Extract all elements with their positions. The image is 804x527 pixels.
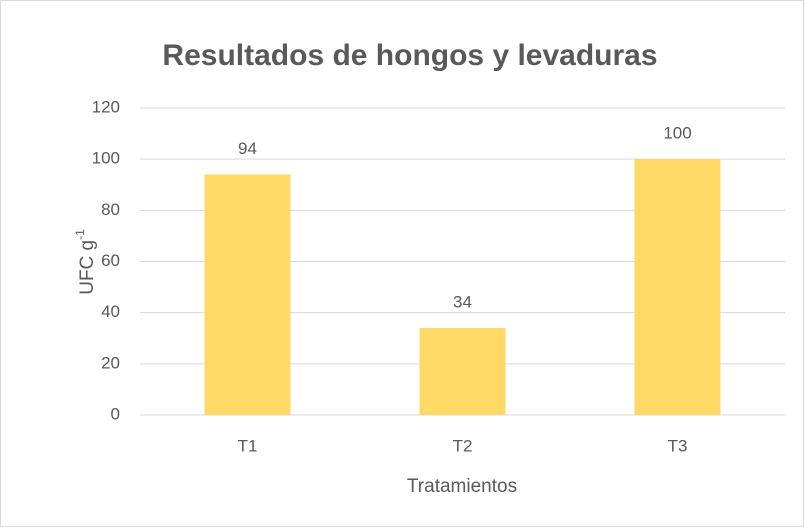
x-tick-label: T3	[668, 436, 688, 455]
y-tick-label: 100	[92, 149, 120, 168]
x-tick-label: T2	[453, 436, 473, 455]
x-axis-title: Tratamientos	[407, 476, 517, 497]
data-label: 100	[663, 124, 691, 143]
x-tick-label: T1	[238, 436, 258, 455]
y-axis-title-text: UFC g	[77, 240, 98, 295]
data-label: 94	[238, 139, 257, 158]
y-axis-title-sup: -1	[73, 229, 87, 240]
bar	[419, 328, 506, 415]
y-tick-label: 0	[111, 404, 120, 423]
bar	[204, 174, 291, 415]
y-tick-label: 60	[101, 251, 120, 270]
bar	[634, 159, 721, 415]
y-tick-label: 40	[101, 302, 120, 321]
chart-title: Resultados de hongos y levaduras	[162, 39, 657, 72]
y-tick-label: 120	[92, 97, 120, 116]
y-tick-label: 20	[101, 353, 120, 372]
y-axis-title: UFC g-1	[73, 229, 98, 295]
data-label: 34	[453, 293, 472, 312]
y-tick-label: 80	[101, 200, 120, 219]
